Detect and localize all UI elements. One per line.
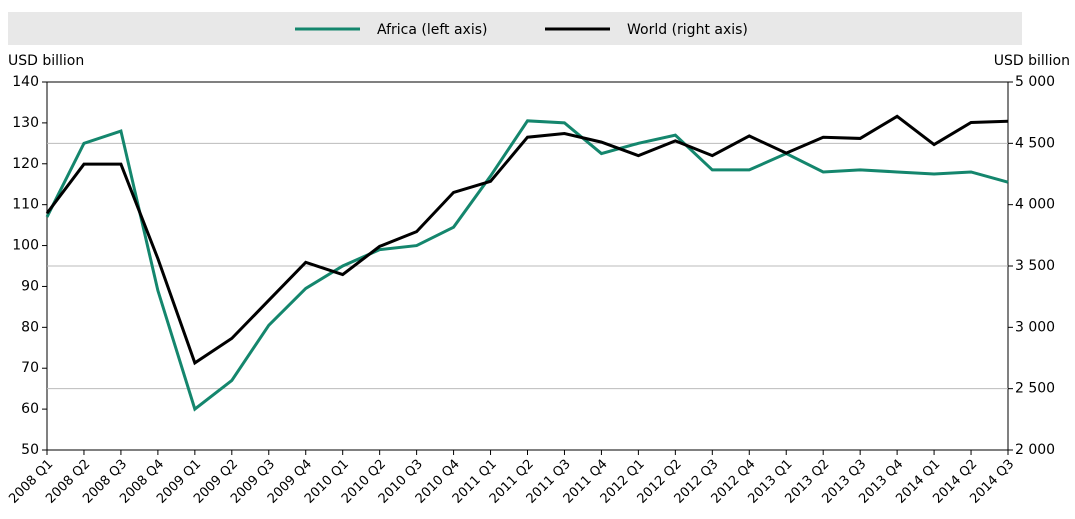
y2-tick-label: 4 500 bbox=[1015, 135, 1055, 151]
y2-tick-label: 3 500 bbox=[1015, 258, 1055, 274]
y2-tick-label: 5 000 bbox=[1015, 74, 1055, 90]
line-series bbox=[45, 119, 1009, 412]
y-tick-label: 70 bbox=[21, 360, 39, 376]
y-tick-label: 60 bbox=[21, 401, 39, 417]
y-tick-label: 80 bbox=[21, 319, 39, 335]
y-tick-label: 110 bbox=[12, 197, 39, 213]
y2-tick-label: 2 500 bbox=[1015, 381, 1055, 397]
y-tick-label: 100 bbox=[12, 238, 39, 254]
line-series bbox=[45, 114, 1009, 366]
y-tick-label: 90 bbox=[21, 278, 39, 294]
y2-tick-label: 2 000 bbox=[1015, 442, 1055, 458]
legend-label: World (right axis) bbox=[627, 22, 748, 38]
y2-tick-label: 3 000 bbox=[1015, 319, 1055, 335]
y2-axis-label: USD billion bbox=[994, 53, 1070, 69]
y2-tick-label: 4 000 bbox=[1015, 197, 1055, 213]
legend-bg bbox=[8, 12, 1022, 45]
legend-label: Africa (left axis) bbox=[377, 22, 487, 38]
y-tick-label: 130 bbox=[12, 115, 39, 131]
y-tick-label: 120 bbox=[12, 156, 39, 172]
y-tick-label: 140 bbox=[12, 74, 39, 90]
y-tick-label: 50 bbox=[21, 442, 39, 458]
y-axis-label: USD billion bbox=[8, 53, 84, 69]
